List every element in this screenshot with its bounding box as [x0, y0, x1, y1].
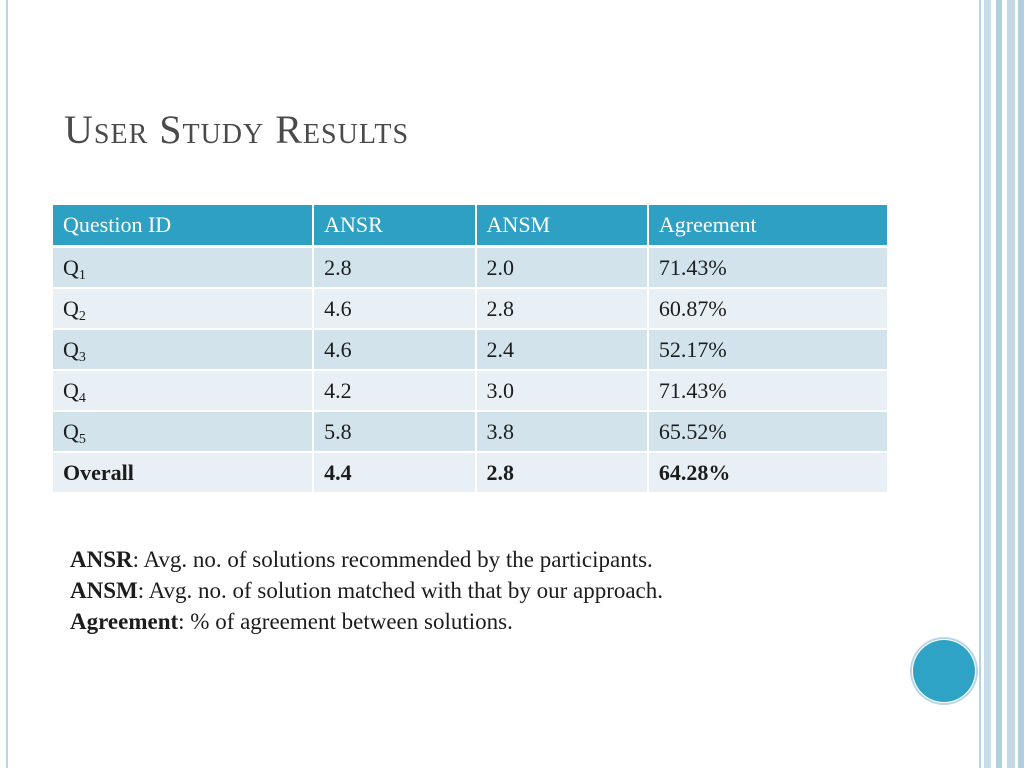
legend-term: Agreement: [70, 609, 179, 634]
table-row: Q5 5.8 3.8 65.52%: [53, 411, 887, 453]
cell-agreement: 71.43%: [647, 370, 887, 412]
cell-overall-ansm: 2.8: [475, 452, 649, 494]
cell-question-id: Q1: [53, 246, 315, 289]
results-table: Question ID ANSR ANSM Agreement Q1 2.8 2…: [53, 205, 887, 494]
cell-ansm: 2.0: [475, 246, 649, 289]
cell-ansr: 4.6: [313, 288, 477, 330]
table-row: Q2 4.6 2.8 60.87%: [53, 288, 887, 330]
cell-agreement: 71.43%: [647, 246, 887, 289]
header-ansr: ANSR: [313, 205, 477, 248]
legend-line-agreement: Agreement: % of agreement between soluti…: [70, 606, 663, 637]
cell-overall-agreement: 64.28%: [647, 452, 887, 494]
right-decorative-stripes: [978, 0, 1024, 768]
header-agreement: Agreement: [647, 205, 887, 248]
cell-ansr: 5.8: [313, 411, 477, 453]
cell-agreement: 60.87%: [647, 288, 887, 330]
cell-ansm: 2.4: [475, 329, 649, 371]
cell-ansr: 4.2: [313, 370, 477, 412]
table-row-overall: Overall 4.4 2.8 64.28%: [53, 452, 887, 494]
legend-desc: : % of agreement between solutions.: [178, 609, 513, 634]
cell-ansm: 3.8: [475, 411, 649, 453]
left-border-line: [6, 0, 8, 768]
cell-ansr: 4.6: [313, 329, 477, 371]
cell-ansr: 2.8: [313, 246, 477, 289]
table-row: Q3 4.6 2.4 52.17%: [53, 329, 887, 371]
legend-term: ANSR: [70, 547, 133, 572]
cell-ansm: 2.8: [475, 288, 649, 330]
cell-question-id: Q2: [53, 288, 315, 330]
table-row: Q4 4.2 3.0 71.43%: [53, 370, 887, 412]
table-header-row: Question ID ANSR ANSM Agreement: [53, 205, 887, 248]
legend-line-ansm: ANSM: Avg. no. of solution matched with …: [70, 575, 663, 606]
legend-desc: : Avg. no. of solutions recommended by t…: [132, 547, 653, 572]
legend-block: ANSR: Avg. no. of solutions recommended …: [70, 544, 663, 637]
legend-line-ansr: ANSR: Avg. no. of solutions recommended …: [70, 544, 663, 575]
slide-title: User Study Results: [64, 107, 410, 152]
cell-agreement: 52.17%: [647, 329, 887, 371]
cell-overall-label: Overall: [53, 452, 315, 494]
header-question-id: Question ID: [53, 205, 315, 248]
cell-ansm: 3.0: [475, 370, 649, 412]
cell-question-id: Q5: [53, 411, 315, 453]
cell-overall-ansr: 4.4: [313, 452, 477, 494]
table-row: Q1 2.8 2.0 71.43%: [53, 246, 887, 289]
cell-agreement: 65.52%: [647, 411, 887, 453]
cell-question-id: Q4: [53, 370, 315, 412]
legend-term: ANSM: [70, 578, 138, 603]
cell-question-id: Q3: [53, 329, 315, 371]
legend-desc: : Avg. no. of solution matched with that…: [137, 578, 664, 603]
header-ansm: ANSM: [475, 205, 649, 248]
decorative-circle: [913, 640, 975, 702]
